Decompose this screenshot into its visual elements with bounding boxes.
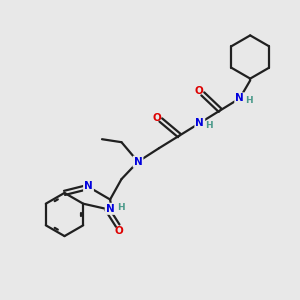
Text: N: N	[106, 204, 115, 214]
Text: N: N	[195, 118, 204, 128]
Text: N: N	[134, 157, 142, 167]
Text: N: N	[235, 93, 244, 103]
Text: H: H	[245, 96, 253, 105]
Text: O: O	[115, 226, 124, 236]
Text: O: O	[153, 112, 162, 123]
Text: H: H	[117, 203, 124, 212]
Text: H: H	[206, 121, 213, 130]
Text: O: O	[195, 86, 204, 97]
Text: N: N	[84, 181, 93, 191]
